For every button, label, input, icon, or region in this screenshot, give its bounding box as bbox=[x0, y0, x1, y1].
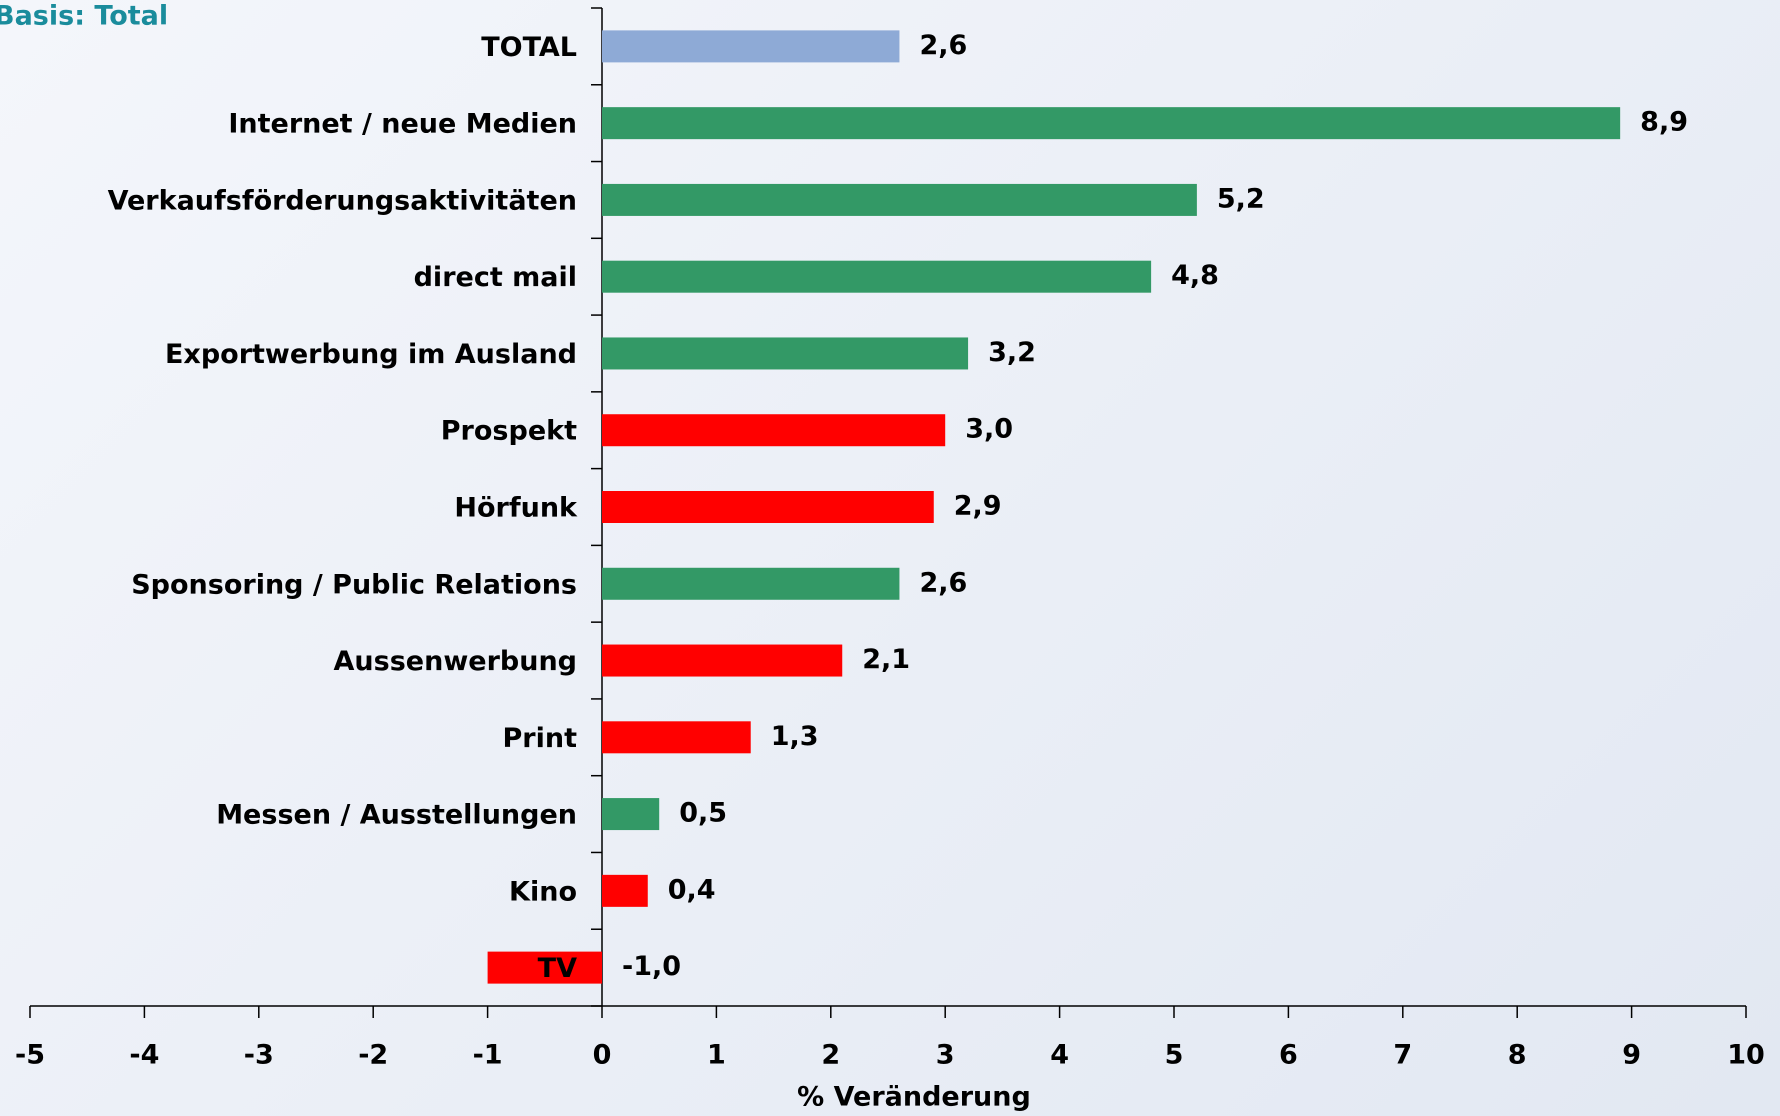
value-label: 1,3 bbox=[771, 721, 819, 752]
bar bbox=[602, 414, 946, 447]
chart-title: Basis: Total bbox=[0, 1, 168, 32]
x-tick-label: 0 bbox=[593, 1040, 612, 1071]
value-label: 2,1 bbox=[862, 644, 910, 675]
value-label: 4,8 bbox=[1171, 260, 1219, 291]
x-tick-label: -4 bbox=[129, 1040, 159, 1071]
x-tick-label: 7 bbox=[1393, 1040, 1412, 1071]
category-label: Sponsoring / Public Relations bbox=[131, 569, 577, 600]
value-label: 3,0 bbox=[965, 414, 1013, 445]
category-label: Internet / neue Medien bbox=[228, 109, 577, 140]
value-label: 0,5 bbox=[679, 798, 727, 829]
x-tick-label: -3 bbox=[244, 1040, 274, 1071]
x-tick-label: -1 bbox=[473, 1040, 503, 1071]
category-label: Verkaufsförderungsaktivitäten bbox=[108, 185, 577, 216]
x-tick-label: 2 bbox=[821, 1040, 840, 1071]
x-tick-label: -2 bbox=[358, 1040, 388, 1071]
category-label: Exportwerbung im Ausland bbox=[165, 339, 577, 370]
category-label: Aussenwerbung bbox=[334, 646, 577, 677]
x-tick-label: 3 bbox=[936, 1040, 955, 1071]
category-label: TOTAL bbox=[481, 32, 577, 63]
value-label: 2,6 bbox=[919, 567, 967, 598]
bar bbox=[487, 951, 602, 984]
x-tick-label: 10 bbox=[1727, 1040, 1765, 1071]
value-label: 0,4 bbox=[668, 874, 716, 905]
x-tick-label: 5 bbox=[1165, 1040, 1184, 1071]
category-label: Hörfunk bbox=[454, 493, 578, 524]
bar bbox=[602, 183, 1197, 216]
bar bbox=[602, 260, 1152, 293]
value-label: -1,0 bbox=[622, 951, 681, 982]
x-tick-label: -5 bbox=[15, 1040, 45, 1071]
bar bbox=[602, 567, 900, 600]
category-label: Print bbox=[503, 723, 578, 754]
value-label: 2,9 bbox=[954, 491, 1002, 522]
category-label: TV bbox=[538, 953, 577, 984]
bar bbox=[602, 798, 660, 831]
bar bbox=[602, 337, 969, 370]
value-label: 3,2 bbox=[988, 337, 1036, 368]
bar bbox=[602, 644, 843, 677]
bar bbox=[602, 107, 1621, 140]
bar bbox=[602, 721, 751, 754]
category-label: Prospekt bbox=[441, 416, 577, 447]
x-tick-label: 8 bbox=[1508, 1040, 1527, 1071]
x-tick-label: 6 bbox=[1279, 1040, 1298, 1071]
category-label: Kino bbox=[509, 876, 577, 907]
x-tick-label: 1 bbox=[707, 1040, 726, 1071]
x-axis-label: % Veränderung bbox=[797, 1082, 1031, 1113]
value-label: 8,9 bbox=[1640, 107, 1688, 138]
x-tick-label: 4 bbox=[1050, 1040, 1069, 1071]
category-label: Messen / Ausstellungen bbox=[216, 800, 577, 831]
value-label: 5,2 bbox=[1217, 183, 1265, 214]
category-label: direct mail bbox=[414, 262, 577, 293]
bar bbox=[602, 874, 648, 907]
bar bbox=[602, 30, 900, 63]
value-label: 2,6 bbox=[919, 30, 967, 61]
bar bbox=[602, 491, 934, 523]
x-tick-label: 9 bbox=[1622, 1040, 1641, 1071]
